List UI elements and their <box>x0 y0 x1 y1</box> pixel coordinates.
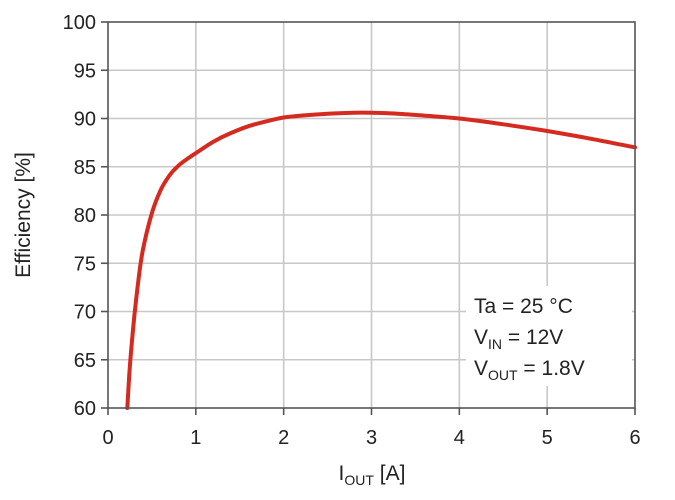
x-tick-label: 5 <box>542 427 553 449</box>
x-tick-label: 0 <box>102 427 113 449</box>
axis-layer: 0 1 2 3 4 5 6 60 65 70 75 80 85 90 95 100 <box>63 12 641 449</box>
annotation-background <box>466 286 632 386</box>
series-layer <box>125 110 637 410</box>
plot-frame <box>107 21 636 409</box>
annotation-vout-sub: OUT <box>488 367 518 383</box>
y-tick-label: 90 <box>74 109 96 131</box>
y-tick-label: 95 <box>74 60 96 82</box>
x-axis-title-unit: [A] <box>374 462 406 485</box>
x-tick-label: 4 <box>454 427 465 449</box>
annotation-vout: VOUT = 1.8V <box>474 357 585 383</box>
y-tick-label: 100 <box>63 12 96 34</box>
annotation-vin-main: V <box>474 326 488 349</box>
annotation-vout-rest: = 1.8V <box>518 357 585 380</box>
y-axis-title: Efficiency [%] <box>12 152 35 278</box>
annotation-vin: VIN = 12V <box>474 326 563 352</box>
annotation-temperature: Ta = 25 °C <box>474 295 573 318</box>
y-tick-label: 80 <box>74 205 96 227</box>
y-tick-label: 65 <box>74 350 96 372</box>
annotation-vout-main: V <box>474 357 488 380</box>
annotation-temperature-text: Ta = 25 °C <box>474 295 573 318</box>
x-tick-label: 2 <box>278 427 289 449</box>
x-tick-label: 3 <box>366 427 377 449</box>
x-axis-title-sub: OUT <box>344 472 374 488</box>
x-axis-title: IOUT [A] <box>339 462 406 488</box>
annotation-vin-sub: IN <box>488 336 502 352</box>
y-tick-label: 60 <box>74 398 96 420</box>
annotation-vin-rest: = 12V <box>502 326 563 349</box>
y-tick-label: 70 <box>74 302 96 324</box>
y-tick-label: 75 <box>74 253 96 275</box>
x-tick-label: 6 <box>629 427 640 449</box>
y-tick-label: 85 <box>74 157 96 179</box>
efficiency-curve <box>125 110 637 410</box>
x-tick-label: 1 <box>190 427 201 449</box>
grid-layer <box>108 22 635 408</box>
annotation-box: Ta = 25 °C VIN = 12V VOUT = 1.8V <box>466 286 632 386</box>
x-axis-title-main: I <box>339 462 345 485</box>
